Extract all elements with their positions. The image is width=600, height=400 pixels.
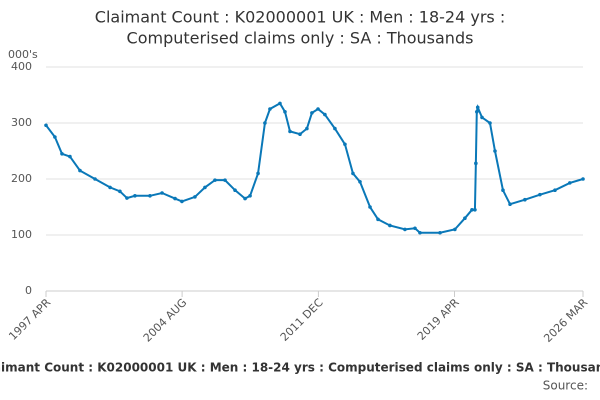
data-point xyxy=(418,230,422,235)
data-point xyxy=(403,227,407,232)
data-point xyxy=(310,111,314,115)
data-point xyxy=(488,121,492,125)
chart-title: Claimant Count : K02000001 UK : Men : 18… xyxy=(95,8,505,27)
y-tick-label: 200 xyxy=(11,172,32,185)
data-point xyxy=(213,178,217,182)
data-point xyxy=(343,142,347,147)
data-point xyxy=(553,188,557,192)
data-point xyxy=(248,194,252,198)
data-point xyxy=(538,192,542,197)
data-point xyxy=(278,101,282,106)
x-tick-label: 2019 APR xyxy=(415,296,462,343)
data-point xyxy=(108,185,112,190)
data-point xyxy=(44,123,48,128)
data-point xyxy=(243,196,247,201)
data-point xyxy=(523,197,527,202)
data-point xyxy=(473,208,477,212)
x-tick-label: 2004 AUG xyxy=(141,296,190,345)
data-point xyxy=(474,110,479,114)
chart-title: Computerised claims only : SA : Thousand… xyxy=(127,29,474,48)
y-tick-label: 400 xyxy=(11,60,32,73)
data-point xyxy=(368,205,372,209)
data-point xyxy=(568,181,572,185)
data-point xyxy=(53,135,57,139)
data-point xyxy=(298,132,302,136)
x-tick-label: 2011 DEC xyxy=(278,296,326,344)
data-point xyxy=(118,189,122,194)
data-point xyxy=(413,226,417,231)
y-unit: 000's xyxy=(8,48,38,61)
data-point xyxy=(463,216,467,220)
data-point xyxy=(358,180,362,184)
data-point xyxy=(263,121,267,125)
data-point xyxy=(193,195,197,199)
data-point xyxy=(480,115,484,120)
data-point xyxy=(203,185,207,190)
y-tick-label: 100 xyxy=(11,228,32,241)
data-point xyxy=(60,152,64,156)
data-point xyxy=(288,129,292,134)
data-point xyxy=(388,223,392,228)
data-point xyxy=(501,188,505,192)
data-point xyxy=(453,227,457,232)
data-point xyxy=(160,191,164,195)
data-point xyxy=(256,171,260,176)
data-point xyxy=(474,161,478,166)
data-point xyxy=(180,199,184,204)
source: Source: xyxy=(543,379,588,393)
x-tick-label: 1997 APR xyxy=(6,296,53,343)
y-tick-label: 0 xyxy=(25,284,32,297)
data-line xyxy=(45,102,584,234)
data-point xyxy=(493,149,497,153)
data-point xyxy=(351,171,355,176)
data-point xyxy=(333,126,337,131)
y-tick-label: 300 xyxy=(11,116,32,129)
data-point xyxy=(93,177,97,181)
data-point xyxy=(173,196,177,201)
footer-title: Claimant Count : K02000001 UK : Men : 18… xyxy=(0,361,600,375)
data-point xyxy=(508,202,512,206)
data-point xyxy=(223,178,227,182)
data-point xyxy=(316,107,320,111)
data-point xyxy=(78,168,82,173)
data-point xyxy=(376,217,380,222)
data-point xyxy=(475,105,480,110)
data-point xyxy=(133,194,137,198)
data-point xyxy=(438,230,442,235)
data-point xyxy=(268,107,272,111)
data-point xyxy=(283,110,287,114)
data-point xyxy=(68,154,72,159)
data-point xyxy=(148,194,152,198)
data-point xyxy=(125,196,129,200)
data-point xyxy=(470,208,474,212)
data-point xyxy=(323,112,327,117)
data-point xyxy=(233,188,237,192)
x-tick-label: 2026 MAR xyxy=(541,296,590,345)
data-point xyxy=(305,126,309,131)
data-point xyxy=(581,177,585,181)
